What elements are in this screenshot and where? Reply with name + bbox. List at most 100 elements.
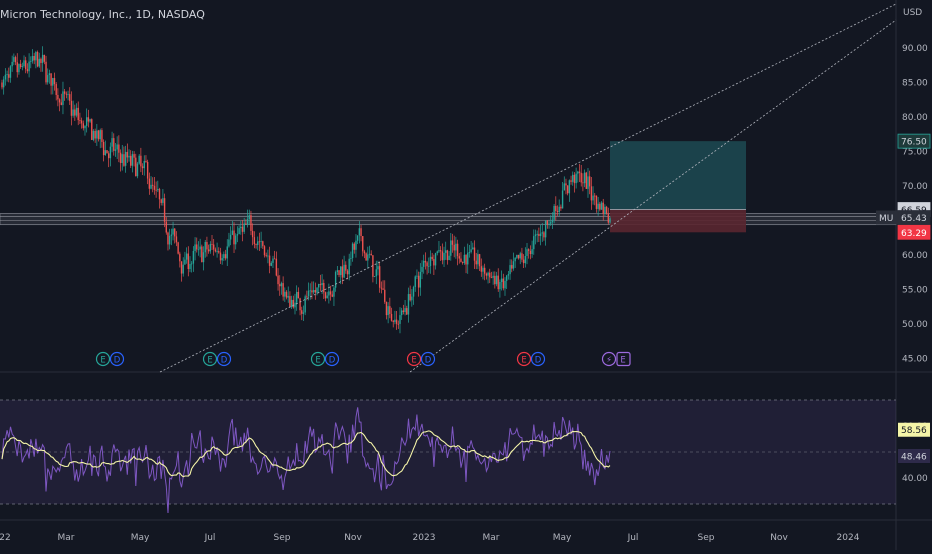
candle [312, 281, 315, 295]
candle [563, 176, 565, 191]
candle [94, 128, 96, 143]
lower-trendline[interactable] [409, 19, 897, 373]
candle [285, 290, 288, 300]
candle [16, 53, 18, 78]
earnings-icon[interactable]: E [202, 351, 218, 367]
candle [424, 252, 427, 270]
candle [345, 261, 347, 274]
candle [1, 79, 3, 90]
dividend-icon[interactable]: D [216, 351, 232, 367]
rsi-ma-line [1, 430, 611, 478]
candle [382, 280, 384, 290]
candle [60, 93, 62, 106]
candle [522, 254, 525, 269]
candle [135, 153, 137, 177]
dividend-icon[interactable]: D [324, 351, 340, 367]
price-tick: 80.00 [902, 113, 928, 123]
candle [370, 250, 372, 256]
candle [441, 243, 444, 265]
candle [333, 285, 335, 307]
candle [328, 283, 330, 304]
candle [111, 131, 113, 153]
candle [360, 224, 362, 242]
upper-trendline[interactable] [159, 3, 897, 373]
dividend-lightning-icon[interactable]: ⚡ [601, 351, 617, 367]
candle [407, 287, 410, 323]
candle [336, 265, 339, 275]
candle [133, 151, 135, 167]
candle [43, 54, 46, 65]
profit-zone[interactable] [610, 141, 746, 210]
candle [138, 154, 140, 165]
candle [417, 271, 420, 297]
candle [80, 117, 83, 129]
candle [378, 261, 381, 293]
candle [394, 310, 396, 325]
loss-zone[interactable] [610, 209, 746, 233]
candle [177, 241, 179, 255]
candle [411, 289, 413, 307]
candle [257, 236, 259, 251]
candle [568, 179, 571, 202]
candle [453, 235, 455, 258]
price-tick: 75.00 [902, 148, 928, 158]
candle [113, 133, 115, 156]
candle [438, 240, 440, 253]
candle [45, 55, 47, 85]
candle [197, 241, 200, 256]
candle [399, 307, 401, 334]
time-tick: 2023 [413, 533, 436, 543]
earnings-icon[interactable]: E [95, 351, 111, 367]
earnings-icon[interactable]: E [406, 351, 422, 367]
candle [226, 239, 228, 267]
candle [423, 254, 425, 274]
candle [516, 254, 518, 260]
candle [106, 150, 108, 154]
candle [187, 246, 189, 277]
candle [377, 260, 379, 276]
candle [470, 241, 472, 254]
rsi-label: 48.46 [898, 449, 930, 464]
candle [6, 70, 8, 82]
svg-text:E: E [315, 356, 320, 366]
price-tick: 55.00 [902, 286, 928, 296]
price-label: MU 65.43 [876, 210, 931, 225]
candle [356, 235, 359, 245]
time-tick: 2024 [837, 533, 860, 543]
candle [595, 195, 598, 213]
candle [96, 124, 98, 146]
candle [304, 294, 306, 316]
dividend-icon[interactable]: D [420, 351, 436, 367]
candle [241, 219, 244, 242]
candle [251, 223, 254, 246]
candle [297, 287, 300, 299]
candle [141, 163, 144, 176]
candle [348, 253, 350, 281]
dividend-icon[interactable]: D [530, 351, 546, 367]
svg-text:63.29: 63.29 [901, 229, 927, 239]
candle [201, 244, 203, 263]
support-zone[interactable] [0, 213, 897, 226]
candle [190, 261, 193, 273]
earnings-icon[interactable]: E [616, 351, 631, 367]
candle [419, 263, 422, 296]
candle [145, 155, 147, 163]
candle [490, 271, 493, 279]
price-tick: 45.00 [902, 355, 928, 365]
candle [588, 170, 591, 195]
candle [412, 285, 415, 305]
candle [560, 204, 562, 211]
candle [607, 207, 610, 225]
candle [79, 112, 81, 125]
candle [284, 287, 286, 302]
candle [295, 285, 298, 311]
candle [38, 52, 40, 68]
candle [445, 241, 447, 260]
earnings-icon[interactable]: E [310, 351, 326, 367]
candle [50, 73, 52, 95]
dividend-icon[interactable]: D [109, 351, 125, 367]
candle [463, 246, 466, 265]
earnings-icon[interactable]: E [516, 351, 532, 367]
